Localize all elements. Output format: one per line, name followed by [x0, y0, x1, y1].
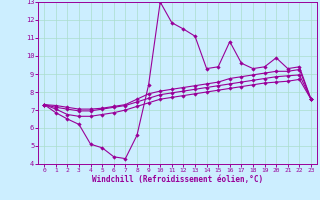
- X-axis label: Windchill (Refroidissement éolien,°C): Windchill (Refroidissement éolien,°C): [92, 175, 263, 184]
